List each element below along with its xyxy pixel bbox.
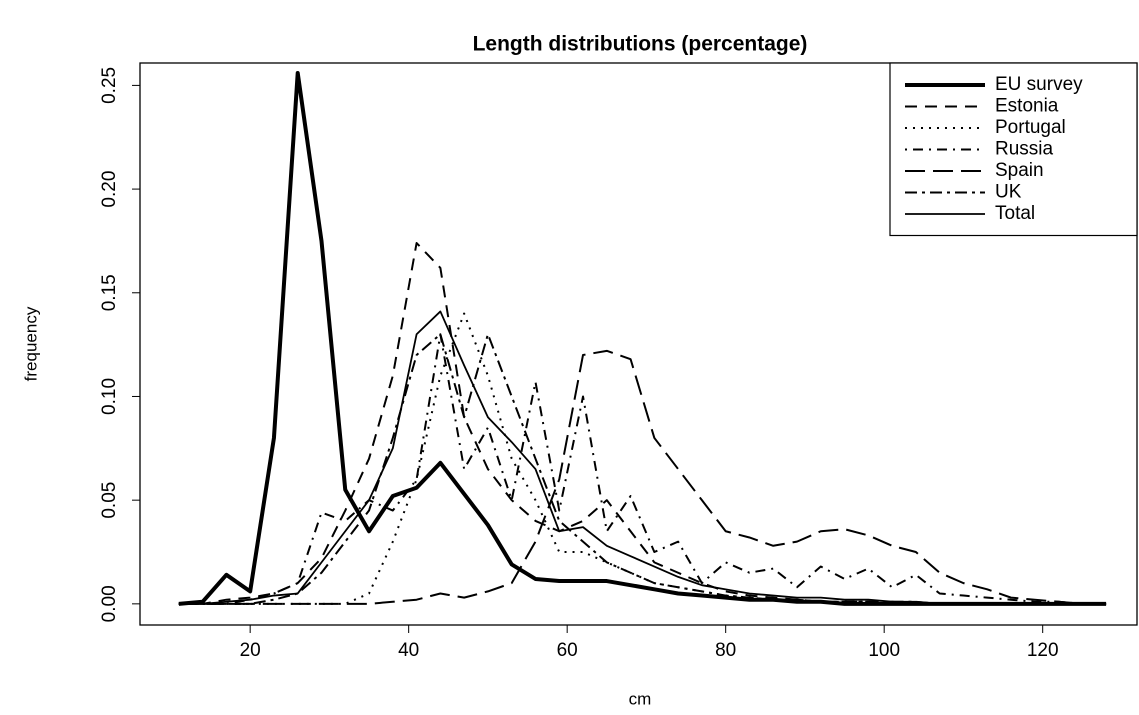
y-tick-label: 0.15	[99, 274, 120, 311]
chart-title: Length distributions (percentage)	[473, 33, 808, 56]
legend-label: Portugal	[995, 117, 1066, 138]
x-axis-label: cm	[629, 689, 652, 708]
x-tick-label: 120	[1027, 640, 1059, 661]
legend-label: Total	[995, 203, 1035, 224]
y-tick-label: 0.25	[99, 67, 120, 104]
y-axis-label: frequency	[21, 306, 40, 381]
series-line	[178, 310, 1107, 605]
series-line	[178, 333, 1107, 605]
legend-label: Spain	[995, 160, 1044, 181]
plot-frame	[139, 62, 1138, 626]
series-line	[178, 349, 1107, 605]
series-line	[178, 333, 1107, 605]
x-tick-label: 20	[240, 640, 261, 661]
legend-label: UK	[995, 182, 1022, 203]
legend-label: Russia	[995, 139, 1054, 160]
y-tick-label: 0.05	[99, 482, 120, 519]
y-tick-label: 0.20	[99, 171, 120, 208]
y-tick-label: 0.00	[99, 585, 120, 622]
x-tick-label: 80	[715, 640, 736, 661]
legend-box	[889, 62, 1138, 237]
y-tick-label: 0.10	[99, 378, 120, 415]
series-line	[178, 242, 1107, 605]
x-tick-label: 60	[557, 640, 578, 661]
legend-label: EU survey	[995, 74, 1083, 95]
x-tick-label: 100	[868, 640, 900, 661]
series-line	[178, 312, 1107, 605]
x-tick-label: 40	[398, 640, 419, 661]
legend-label: Estonia	[995, 96, 1059, 117]
